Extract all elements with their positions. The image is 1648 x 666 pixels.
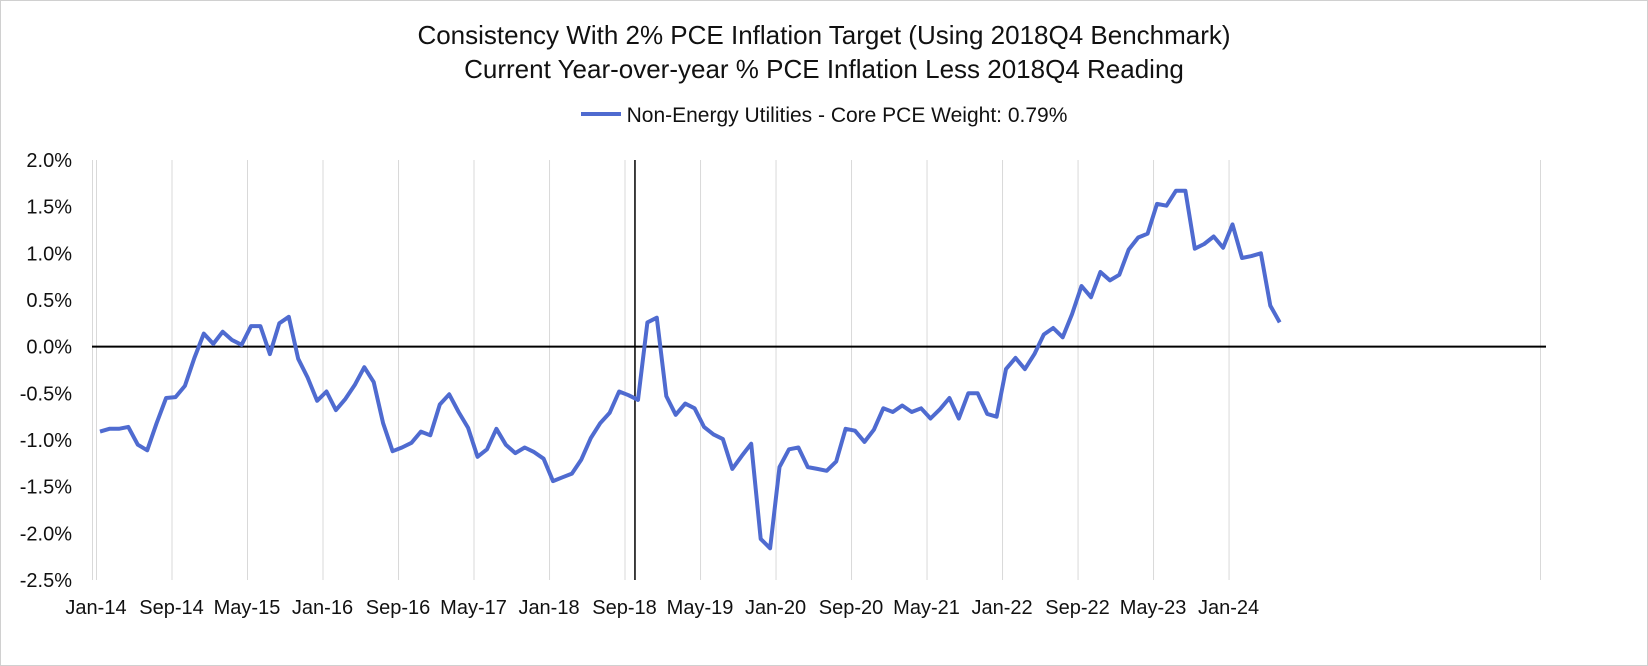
y-tick-label-0: 2.0% xyxy=(26,150,72,172)
y-tick-label-9: -2.5% xyxy=(20,570,72,592)
x-tick-label-0: Jan-14 xyxy=(65,597,126,619)
y-tick-label-1: 1.5% xyxy=(26,197,72,219)
x-tick-label-11: May-21 xyxy=(893,597,960,619)
chart-subtitle: Current Year-over-year % PCE Inflation L… xyxy=(464,54,1184,84)
tick-labels: 2.0% 1.5% 1.0% 0.5% 0.0% -0.5% -1.0% -1.5% -2.0%… xyxy=(20,150,1259,619)
legend-label: Non-Energy Utilities - Core PCE Weight: … xyxy=(626,104,1068,127)
x-tick-label-3: Jan-16 xyxy=(292,597,353,619)
series-layer xyxy=(99,188,1282,551)
x-tick-label-9: Jan-20 xyxy=(745,597,806,619)
chart-title-block: Consistency With 2% PCE Inflation Target… xyxy=(0,18,1648,86)
x-tick-label-6: Jan-18 xyxy=(518,597,579,619)
series-line-0 xyxy=(99,188,1282,551)
y-tick-label-7: -1.5% xyxy=(20,477,72,499)
x-tick-label-7: Sep-18 xyxy=(592,597,657,619)
x-tick-label-4: Sep-16 xyxy=(366,597,431,619)
chart-title: Consistency With 2% PCE Inflation Target… xyxy=(417,20,1231,50)
x-tick-label-15: Jan-24 xyxy=(1198,597,1259,619)
y-tick-label-8: -2.0% xyxy=(20,523,72,545)
y-tick-label-2: 1.0% xyxy=(26,243,72,265)
y-tick-label-6: -1.0% xyxy=(20,430,72,452)
legend-swatch xyxy=(580,112,621,117)
axes xyxy=(92,160,1546,580)
gridlines xyxy=(96,160,1541,580)
y-tick-label-4: 0.0% xyxy=(26,337,72,359)
legend: Non-Energy Utilities - Core PCE Weight: … xyxy=(0,104,1648,128)
y-tick-label-5: -0.5% xyxy=(20,383,72,405)
x-tick-label-1: Sep-14 xyxy=(139,597,204,619)
x-tick-label-10: Sep-20 xyxy=(819,597,884,619)
x-tick-label-8: May-19 xyxy=(667,597,734,619)
y-tick-label-3: 0.5% xyxy=(26,290,72,312)
x-tick-label-5: May-17 xyxy=(440,597,507,619)
x-tick-label-14: May-23 xyxy=(1120,597,1187,619)
x-tick-label-13: Sep-22 xyxy=(1045,597,1110,619)
x-tick-label-2: May-15 xyxy=(214,597,281,619)
x-tick-label-12: Jan-22 xyxy=(971,597,1032,619)
